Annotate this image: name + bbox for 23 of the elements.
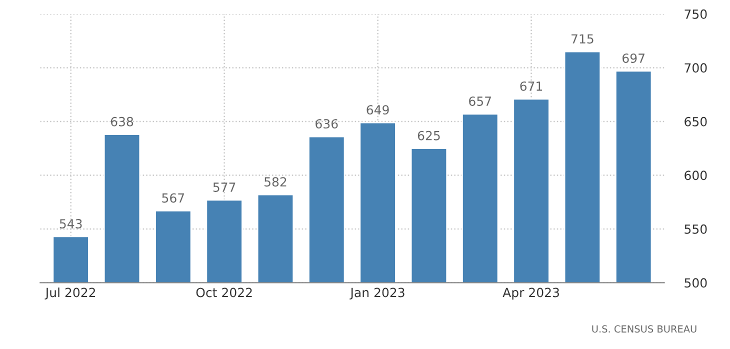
y-tick-label: 600: [684, 170, 707, 180]
y-tick-label: 500: [684, 278, 707, 288]
data-label: 577: [213, 182, 236, 192]
x-tick-label: Jul 2022: [44, 288, 96, 300]
data-label: 649: [366, 105, 389, 115]
data-label: 582: [264, 177, 286, 187]
y-tick-label: 550: [684, 224, 707, 234]
data-label: 671: [520, 81, 542, 91]
x-tick-label: Jan 2023: [350, 288, 404, 300]
data-label: 567: [162, 193, 184, 203]
data-label: 657: [469, 96, 491, 106]
text: U.S. CENSUS BUREAU: [592, 325, 696, 333]
data-label: 625: [418, 130, 440, 140]
y-tick-label: 650: [684, 116, 707, 126]
data-label: 715: [572, 34, 594, 44]
data-label: 543: [60, 219, 82, 228]
x-tick-label: Apr 2023: [502, 288, 559, 300]
data-label: 638: [110, 116, 134, 126]
data-label: 697: [622, 54, 644, 63]
x-tick-label: Oct 2022: [196, 288, 252, 298]
y-tick-label: 750: [684, 9, 707, 19]
data-label: 636: [316, 119, 338, 129]
y-tick-label: 700: [684, 63, 707, 73]
